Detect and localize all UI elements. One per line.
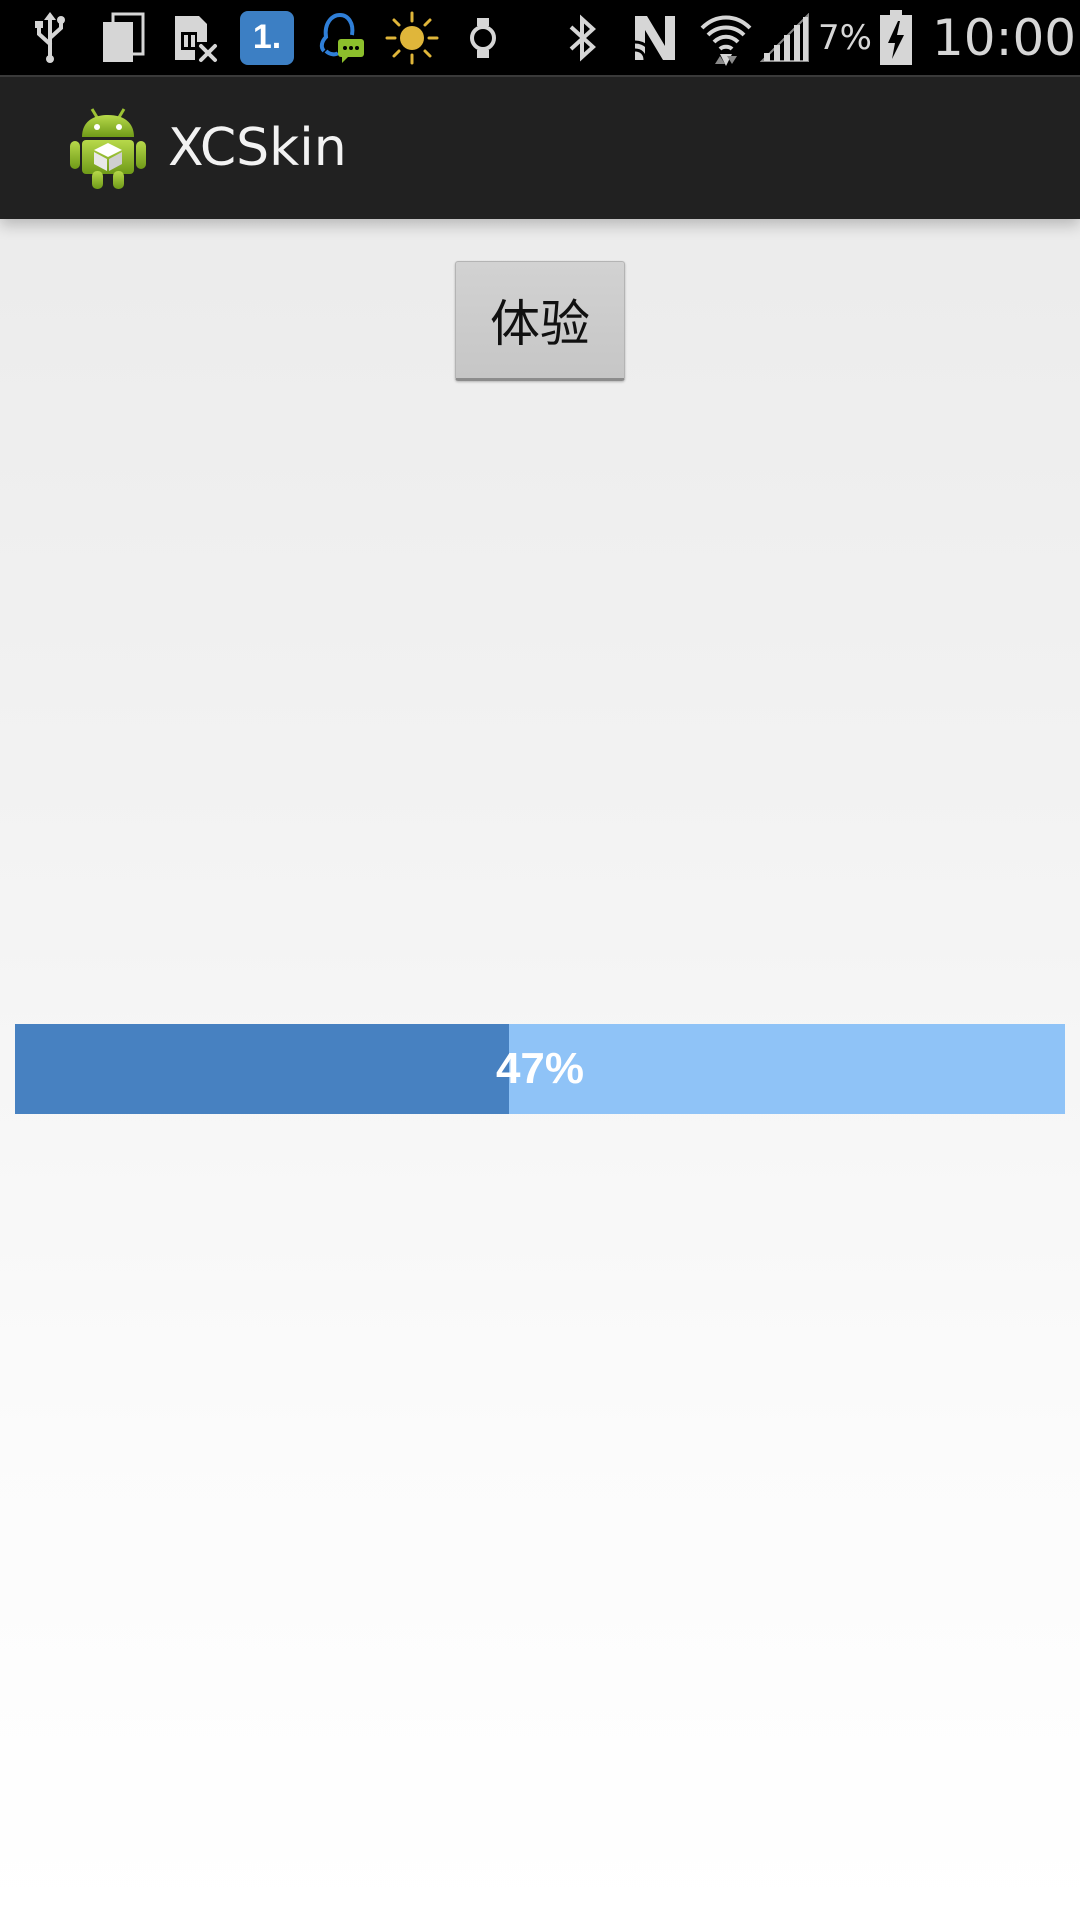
- progress-bar: 47%: [15, 1024, 1065, 1114]
- battery-percent-text: 7%: [818, 17, 872, 58]
- app-title: XCSkin: [168, 118, 347, 178]
- usb-icon: [30, 0, 70, 75]
- progress-fill: [15, 1024, 509, 1114]
- android-app-icon[interactable]: [68, 105, 148, 191]
- qq-message-icon: [314, 0, 366, 75]
- bluetooth-icon: [562, 0, 602, 75]
- brightness-icon: [384, 0, 440, 75]
- clock-time: 10:00: [932, 8, 1077, 67]
- signal-icon: [760, 0, 810, 75]
- status-bar: 1.: [0, 0, 1080, 75]
- nfc-icon: [630, 0, 680, 75]
- copy-icon: [100, 0, 146, 75]
- wifi-icon: [698, 0, 754, 75]
- battery-charging-icon: [876, 0, 916, 75]
- app-one-notification-icon: 1.: [240, 0, 294, 75]
- experience-button[interactable]: 体验: [455, 261, 625, 381]
- sim-card-error-icon: [170, 0, 220, 75]
- action-bar: XCSkin: [0, 75, 1080, 219]
- progress-label: 47%: [495, 1044, 585, 1093]
- notification-badge-text: 1.: [240, 10, 294, 65]
- watch-icon: [466, 0, 500, 75]
